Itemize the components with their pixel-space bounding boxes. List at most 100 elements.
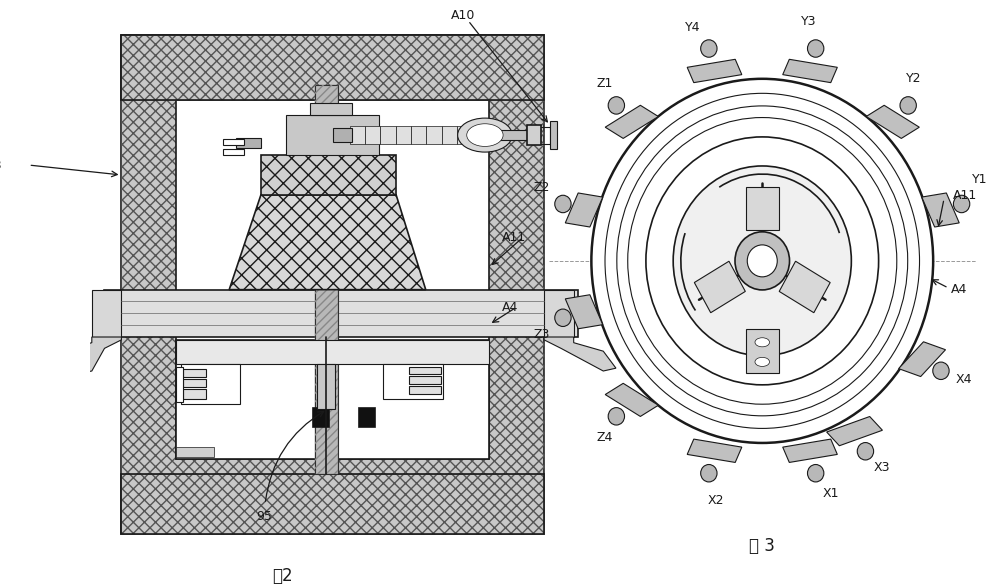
Polygon shape <box>50 337 121 377</box>
Text: A11: A11 <box>953 189 977 202</box>
Ellipse shape <box>591 79 933 443</box>
Bar <box>181 364 240 404</box>
Bar <box>223 139 244 145</box>
Polygon shape <box>687 59 742 82</box>
Bar <box>176 447 214 457</box>
Bar <box>121 35 544 534</box>
Text: A4: A4 <box>502 301 518 314</box>
Bar <box>176 339 489 459</box>
Text: A11: A11 <box>502 231 526 244</box>
Polygon shape <box>922 193 959 227</box>
Polygon shape <box>605 105 658 139</box>
Text: X4: X4 <box>956 373 972 387</box>
Text: Y4: Y4 <box>685 21 701 35</box>
Ellipse shape <box>857 442 874 460</box>
Bar <box>286 115 379 155</box>
Bar <box>310 103 352 115</box>
Bar <box>457 126 472 144</box>
Text: 图 3: 图 3 <box>749 538 775 555</box>
Polygon shape <box>899 342 946 377</box>
Polygon shape <box>694 261 745 313</box>
Ellipse shape <box>953 195 970 213</box>
Ellipse shape <box>900 97 916 114</box>
Bar <box>176 100 489 459</box>
Text: Z3: Z3 <box>533 328 550 341</box>
Ellipse shape <box>673 166 851 356</box>
Polygon shape <box>746 187 779 230</box>
Bar <box>183 390 206 400</box>
Polygon shape <box>783 439 837 463</box>
Bar <box>550 121 557 149</box>
Ellipse shape <box>747 245 777 277</box>
Ellipse shape <box>608 97 625 114</box>
Bar <box>121 35 544 100</box>
Bar <box>409 376 441 384</box>
Bar <box>383 364 443 400</box>
Bar <box>121 35 544 100</box>
Ellipse shape <box>807 464 824 482</box>
Text: A4: A4 <box>951 283 968 295</box>
Polygon shape <box>544 337 616 371</box>
Ellipse shape <box>701 464 717 482</box>
Bar <box>183 380 206 387</box>
Bar <box>176 367 183 402</box>
Bar <box>92 290 121 337</box>
Bar <box>333 128 352 142</box>
Polygon shape <box>605 383 658 417</box>
Ellipse shape <box>608 408 625 425</box>
Bar <box>426 126 442 144</box>
Text: Z1: Z1 <box>596 77 613 90</box>
Bar <box>236 139 261 147</box>
Bar <box>121 474 544 534</box>
Bar <box>527 125 541 145</box>
Bar <box>121 474 544 534</box>
Polygon shape <box>783 59 837 82</box>
Text: 95: 95 <box>257 510 273 523</box>
Polygon shape <box>779 261 830 313</box>
Text: Y3: Y3 <box>801 15 817 28</box>
Text: 图2: 图2 <box>272 567 292 585</box>
Polygon shape <box>687 439 742 463</box>
Bar <box>312 407 329 427</box>
Text: Y2: Y2 <box>906 72 922 85</box>
Text: A8: A8 <box>0 159 3 171</box>
Bar <box>261 155 396 195</box>
Bar <box>409 386 441 394</box>
Polygon shape <box>827 417 882 446</box>
Text: Y1: Y1 <box>972 173 988 186</box>
Bar <box>183 369 206 377</box>
Bar <box>350 126 365 144</box>
Polygon shape <box>565 295 603 329</box>
Bar <box>380 126 396 144</box>
Text: X2: X2 <box>708 494 724 507</box>
Bar <box>317 364 335 409</box>
Polygon shape <box>229 195 426 290</box>
Text: Z4: Z4 <box>596 431 613 445</box>
Bar <box>315 85 338 474</box>
Bar <box>409 367 441 374</box>
Polygon shape <box>866 105 919 139</box>
Bar <box>315 85 338 474</box>
Circle shape <box>755 338 770 347</box>
Ellipse shape <box>933 362 949 380</box>
Bar <box>104 290 578 337</box>
Circle shape <box>467 124 503 146</box>
Text: X1: X1 <box>823 487 840 500</box>
Bar <box>358 407 375 427</box>
Bar <box>746 329 779 373</box>
Text: Z2: Z2 <box>533 181 550 194</box>
Bar <box>411 126 426 144</box>
Ellipse shape <box>735 232 790 290</box>
Bar <box>544 290 574 337</box>
Ellipse shape <box>555 195 571 213</box>
Ellipse shape <box>807 40 824 57</box>
Circle shape <box>755 357 770 366</box>
Bar <box>176 339 489 364</box>
Bar <box>396 126 411 144</box>
Ellipse shape <box>555 309 571 326</box>
Bar <box>489 130 527 140</box>
Ellipse shape <box>701 40 717 57</box>
Bar <box>365 126 380 144</box>
Circle shape <box>458 118 512 152</box>
Text: X3: X3 <box>874 461 891 474</box>
